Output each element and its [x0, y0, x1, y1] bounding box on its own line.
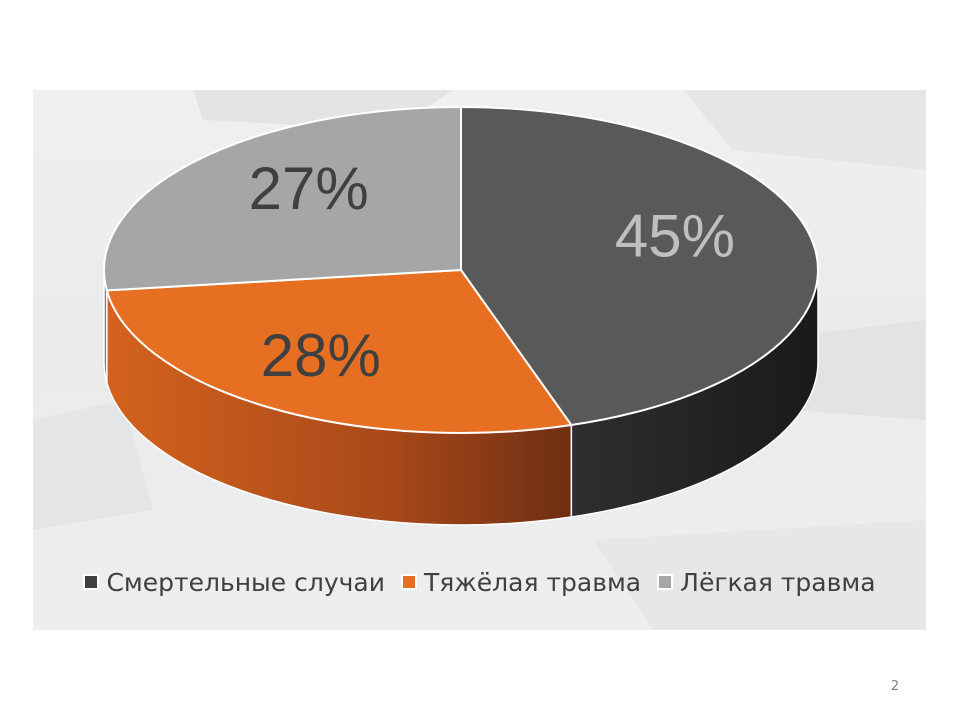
data-label-minor: 27% [249, 155, 369, 222]
legend-swatch-fatal [83, 574, 99, 590]
legend-item-severe: Тяжёлая травма [401, 568, 641, 597]
legend-label-minor: Лёгкая травма [680, 568, 875, 597]
pie-chart: 45% 28% 27% [33, 90, 926, 630]
legend-item-minor: Лёгкая травма [657, 568, 875, 597]
chart-area: 45% 28% 27% Смертельные случаи Тяжёлая трав… [33, 90, 926, 630]
legend-label-fatal: Смертельные случаи [106, 568, 385, 597]
legend-swatch-minor [657, 574, 673, 590]
legend-item-fatal: Смертельные случаи [83, 568, 385, 597]
legend: Смертельные случаи Тяжёлая травма Лёгкая т… [33, 562, 926, 602]
legend-swatch-severe [401, 574, 417, 590]
data-label-severe: 28% [261, 322, 381, 389]
data-label-fatal: 45% [615, 202, 735, 269]
page-number: 2 [880, 679, 910, 694]
legend-label-severe: Тяжёлая травма [424, 568, 641, 597]
